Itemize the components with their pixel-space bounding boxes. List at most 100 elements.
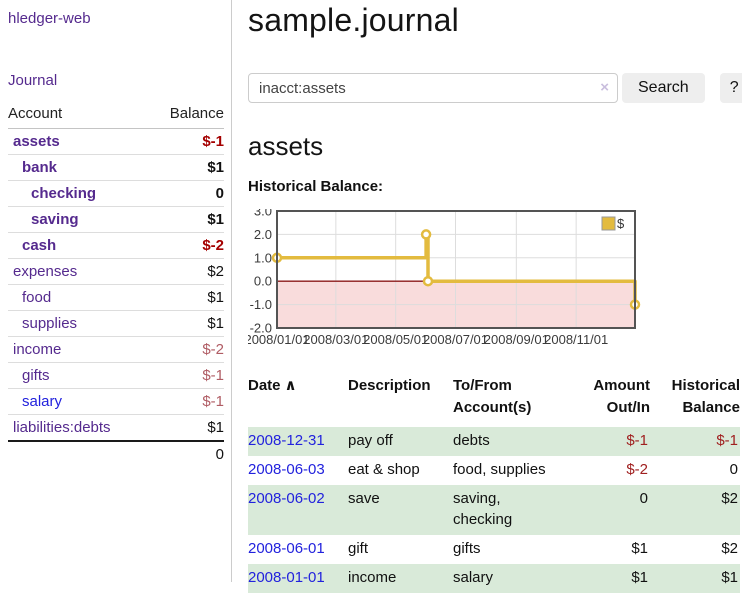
txn-column-header: Amount Out/In: [593, 377, 650, 416]
transaction-accounts: salary: [453, 568, 494, 586]
sidebar-account-link-liabilities-debts[interactable]: liabilities:debts: [13, 419, 111, 436]
transaction-balance: 0: [729, 460, 738, 478]
svg-text:2008/07/01: 2008/07/01: [423, 332, 488, 347]
transaction-date-link[interactable]: 2008-06-02: [248, 489, 325, 507]
transaction-description: save: [348, 489, 380, 507]
transaction-row: 2008-01-01 income salary $1 $1: [248, 563, 740, 593]
accounts-table: Account Balance assets $-1 bank $1 checking 0…: [8, 102, 224, 467]
transaction-row: 2008-12-31 pay off debts $-1 $-1: [248, 426, 740, 456]
transactions-body: 2008-12-31 pay off debts $-1 $-1 2008-06-03 ea…: [248, 426, 740, 593]
account-row: gifts $-1: [8, 362, 224, 389]
transaction-balance: $1: [721, 568, 738, 586]
transaction-accounts: saving, checking: [453, 489, 513, 528]
transaction-description: pay off: [348, 431, 393, 449]
transactions-head: Date ∧ Description To/From Account(s) Amount O…: [248, 373, 740, 427]
account-row: cash $-2: [8, 232, 224, 259]
sidebar-account-link-supplies[interactable]: supplies: [22, 315, 78, 332]
svg-text:-2.0: -2.0: [250, 321, 272, 336]
svg-text:2.0: 2.0: [254, 227, 272, 242]
account-row: salary $-1: [8, 388, 224, 415]
sidebar-account-link-bank[interactable]: bank: [22, 159, 58, 176]
account-row: bank $1: [8, 154, 224, 181]
transaction-accounts: gifts: [453, 539, 481, 557]
search-row: × Search ?: [248, 73, 742, 103]
svg-text:1.0: 1.0: [254, 250, 272, 265]
accounts-header-account: Account: [8, 102, 150, 129]
account-balance: $1: [149, 284, 224, 311]
account-balance: 0: [149, 180, 224, 207]
transaction-date-link[interactable]: 2008-06-01: [248, 539, 325, 557]
search-button[interactable]: Search: [622, 73, 705, 103]
sidebar-account-link-assets[interactable]: assets: [13, 133, 60, 150]
sidebar: hledger-web Journal Account Balance asse…: [0, 0, 232, 582]
account-balance: $-1: [149, 128, 224, 155]
txn-column-header: Description: [348, 377, 431, 394]
transaction-amount: $1: [631, 539, 648, 557]
svg-text:2008/11/01: 2008/11/01: [544, 332, 608, 347]
account-row: food $1: [8, 284, 224, 311]
account-balance: $1: [149, 206, 224, 233]
accounts-total-row: 0: [8, 440, 224, 467]
sidebar-account-link-salary[interactable]: salary: [22, 393, 63, 410]
svg-text:$: $: [617, 216, 625, 231]
transaction-row: 2008-06-01 gift gifts $1 $2: [248, 535, 740, 564]
account-balance: $-2: [149, 336, 224, 363]
transaction-date-link[interactable]: 2008-06-03: [248, 460, 325, 478]
transaction-accounts: food, supplies: [453, 460, 546, 478]
svg-text:-1.0: -1.0: [250, 297, 272, 312]
accounts-total-spacer: [8, 440, 150, 467]
svg-text:2008/01/01: 2008/01/01: [248, 332, 310, 347]
transaction-date-link[interactable]: 2008-12-31: [248, 431, 325, 449]
account-balance: $-1: [149, 362, 224, 389]
sidebar-account-link-cash[interactable]: cash: [22, 237, 57, 254]
transaction-balance: $2: [721, 489, 738, 507]
account-balance: $1: [149, 154, 224, 181]
transaction-description: eat & shop: [348, 460, 420, 478]
account-row: expenses $2: [8, 258, 224, 285]
account-row: supplies $1: [8, 310, 224, 337]
transaction-date-link[interactable]: 2008-01-01: [248, 568, 325, 586]
sidebar-account-link-gifts[interactable]: gifts: [22, 367, 50, 384]
sort-ascending-icon: ∧: [284, 377, 297, 394]
sidebar-item-journal[interactable]: Journal: [8, 72, 58, 89]
search-box: ×: [248, 73, 618, 103]
clear-search-icon[interactable]: ×: [600, 79, 609, 96]
sidebar-account-link-expenses[interactable]: expenses: [13, 263, 78, 280]
sidebar-account-link-saving[interactable]: saving: [31, 211, 79, 228]
svg-text:2008/05/01: 2008/05/01: [363, 332, 428, 347]
transaction-amount: $-2: [626, 460, 648, 478]
txn-column-header: Historical Balance: [671, 377, 740, 416]
historical-balance-chart: 3.0 2.0 1.0 0.0 -1.0 -2.0 2008/01/01 2008/03/01…: [248, 209, 742, 359]
account-row: assets $-1: [8, 128, 224, 155]
account-balance: $-2: [149, 232, 224, 259]
date-sort-header[interactable]: Date ∧: [248, 377, 297, 394]
svg-text:2008/03/01: 2008/03/01: [303, 332, 368, 347]
transaction-description: income: [348, 568, 397, 586]
svg-text:0.0: 0.0: [254, 274, 272, 289]
page-title: sample.journal: [248, 2, 459, 38]
account-row: income $-2: [8, 336, 224, 363]
transaction-row: 2008-06-03 eat & shop food, supplies $-2 0: [248, 456, 740, 485]
app-title-link[interactable]: hledger-web: [8, 10, 91, 27]
txn-column-header: To/From Account(s): [453, 377, 532, 416]
transaction-balance: $2: [721, 539, 738, 557]
transaction-amount: 0: [639, 489, 648, 507]
transaction-row: 2008-06-02 save saving, checking 0 $2: [248, 484, 740, 535]
main-content: sample.journal × Search ? assets Histori…: [232, 0, 742, 593]
sidebar-account-link-income[interactable]: income: [13, 341, 62, 358]
accounts-tbody: assets $-1 bank $1 checking 0 saving $1 cash $-2 e…: [8, 128, 224, 442]
transaction-amount: $1: [631, 568, 648, 586]
sidebar-account-link-checking[interactable]: checking: [31, 185, 97, 202]
search-input[interactable]: [248, 73, 618, 103]
account-row: liabilities:debts $1: [8, 415, 224, 442]
chart-label: Historical Balance:: [248, 178, 384, 195]
account-balance: $-1: [149, 388, 224, 415]
sidebar-account-link-food[interactable]: food: [22, 289, 52, 306]
transaction-accounts: debts: [453, 431, 490, 449]
help-button[interactable]: ?: [719, 73, 742, 103]
transaction-amount: $-1: [626, 431, 648, 449]
svg-text:3.0: 3.0: [254, 209, 272, 219]
accounts-header-row: Account Balance: [8, 102, 224, 129]
transactions-table: Date ∧ Description To/From Account(s) Amount O…: [248, 373, 740, 593]
